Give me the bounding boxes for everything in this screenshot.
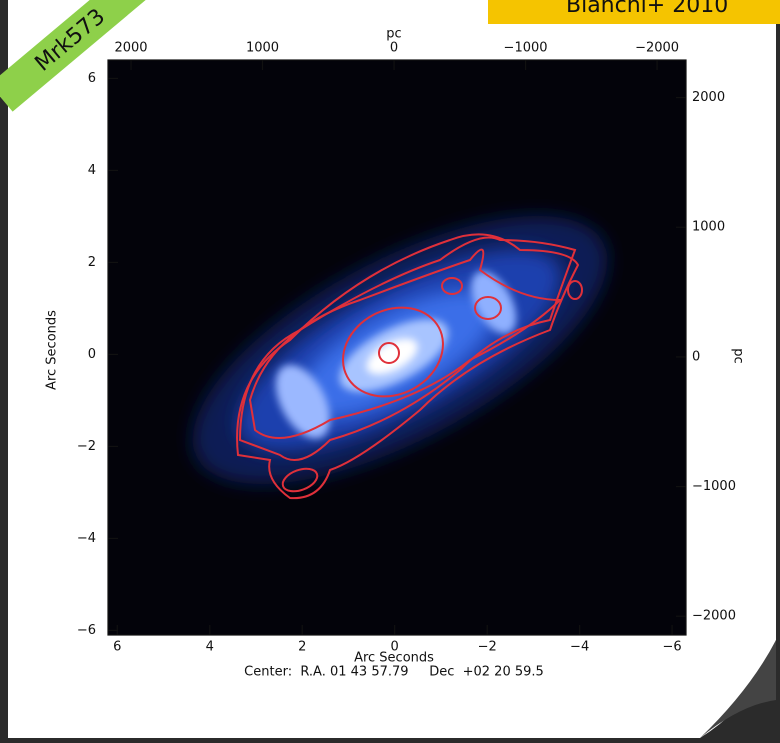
x2-tick-label: −1000: [504, 41, 548, 56]
x2-tick-label: −2000: [635, 41, 679, 56]
x-tick-label: −2: [478, 640, 497, 655]
caption: Center: R.A. 01 43 57.79 Dec +02 20 59.5: [244, 665, 544, 680]
x-tick-label: 4: [206, 640, 214, 655]
x-tick-label: 0: [391, 640, 399, 655]
y2-tick-label: 2000: [692, 90, 725, 105]
x-tick-label: 2: [298, 640, 306, 655]
y-tick-label: 4: [88, 163, 96, 178]
page: Arc Seconds Arc Seconds pc pc Center: R.…: [0, 0, 780, 743]
reference: Bianchi+ 2010: [566, 0, 728, 18]
x2-tick-label: 0: [390, 41, 398, 56]
x-tick-label: 6: [113, 640, 121, 655]
y2-tick-label: 0: [692, 349, 700, 364]
x2-tick-label: 2000: [114, 41, 147, 56]
x-tick-label: −4: [570, 640, 589, 655]
y-tick-label: 0: [88, 347, 96, 362]
y2-tick-label: −1000: [692, 479, 736, 494]
y-axis-label: Arc Seconds: [45, 310, 60, 390]
y-tick-label: −6: [77, 623, 96, 638]
x2-tick-label: 1000: [246, 41, 279, 56]
y-tick-label: −2: [77, 439, 96, 454]
y2-tick-label: −2000: [692, 609, 736, 624]
y-tick-label: −4: [77, 531, 96, 546]
y-tick-label: 2: [88, 255, 96, 270]
y-tick-label: 6: [88, 71, 96, 86]
y2-axis-label: pc: [731, 348, 746, 363]
y2-tick-label: 1000: [692, 220, 725, 235]
x-tick-label: −6: [663, 640, 682, 655]
image: [108, 60, 686, 635]
x2-axis-label: pc: [386, 27, 401, 42]
